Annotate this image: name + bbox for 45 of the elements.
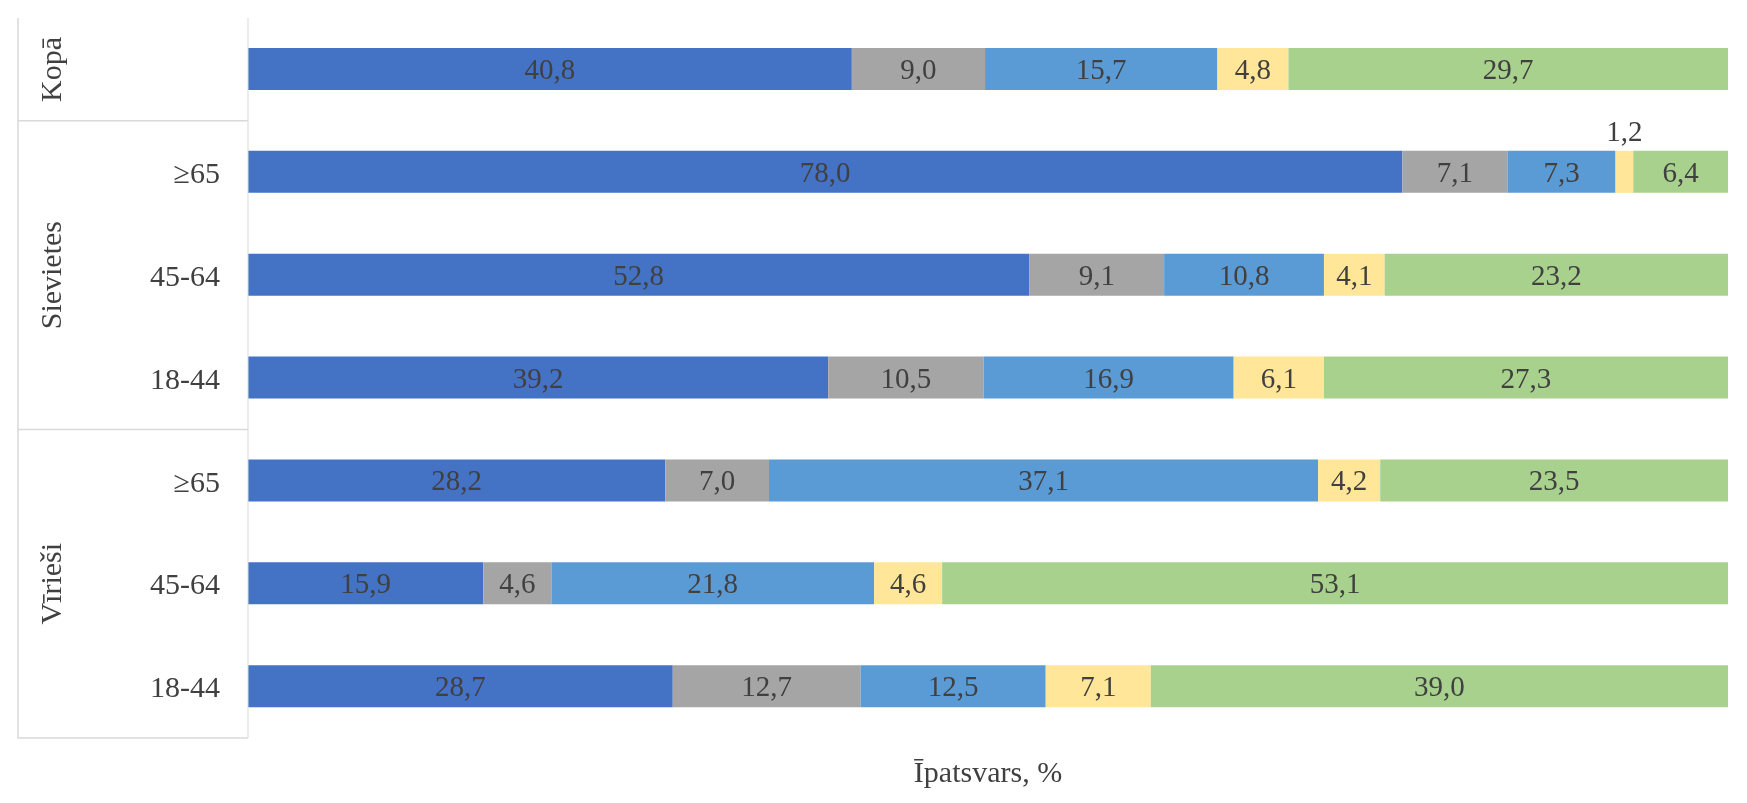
y-tick-label: 18-44 <box>150 670 220 704</box>
data-label: 52,8 <box>613 258 665 291</box>
data-label: 1,2 <box>1606 114 1643 147</box>
data-label: 7,3 <box>1543 155 1580 188</box>
data-label: 10,5 <box>880 361 932 394</box>
data-label: 40,8 <box>524 53 576 85</box>
data-label: 4,6 <box>499 567 536 600</box>
x-axis-title: Īpatsvars, % <box>913 755 1063 788</box>
data-label: 9,1 <box>1078 258 1115 291</box>
y-tick-label: ≥65 <box>173 464 220 498</box>
data-label: 78,0 <box>799 155 851 188</box>
text: Kopā <box>33 36 67 102</box>
data-label: 9,0 <box>900 53 937 85</box>
data-label: 23,2 <box>1530 258 1582 291</box>
data-label: 16,9 <box>1083 361 1134 394</box>
data-label: 37,1 <box>1018 464 1069 497</box>
data-label: 4,6 <box>889 567 927 600</box>
y-tick-label: 45-64 <box>150 258 220 292</box>
data-label: 4,2 <box>1330 464 1368 497</box>
data-label: 7,1 <box>1436 155 1474 188</box>
data-label: 6,1 <box>1260 361 1297 394</box>
data-label: 39,2 <box>512 361 564 394</box>
data-label: 4,1 <box>1336 258 1373 291</box>
data-label: 29,7 <box>1482 53 1534 85</box>
data-label: 12,5 <box>927 670 979 703</box>
text: Sievietes <box>33 220 67 330</box>
data-label: 6,4 <box>1662 155 1700 188</box>
data-label: 15,7 <box>1075 53 1127 85</box>
data-label: 12,7 <box>741 670 793 703</box>
data-label: 21,8 <box>687 567 739 600</box>
data-label: 28,2 <box>431 464 483 497</box>
data-label: 28,7 <box>435 670 486 703</box>
y-tick-label: 18-44 <box>150 361 220 395</box>
data-label: 4,8 <box>1234 53 1272 85</box>
data-label: 7,0 <box>699 464 736 497</box>
data-label: 23,5 <box>1528 464 1580 497</box>
data-label: 27,3 <box>1500 361 1552 394</box>
data-label: 7,1 <box>1080 670 1117 703</box>
data-label: 10,8 <box>1218 258 1270 291</box>
y-tick-label: ≥65 <box>173 155 220 189</box>
data-label: 53,1 <box>1309 567 1361 600</box>
text: Vīrieši <box>33 542 67 625</box>
data-label: 39,0 <box>1414 670 1465 703</box>
data-label: 15,9 <box>340 567 392 600</box>
y-tick-label: 45-64 <box>150 567 220 601</box>
